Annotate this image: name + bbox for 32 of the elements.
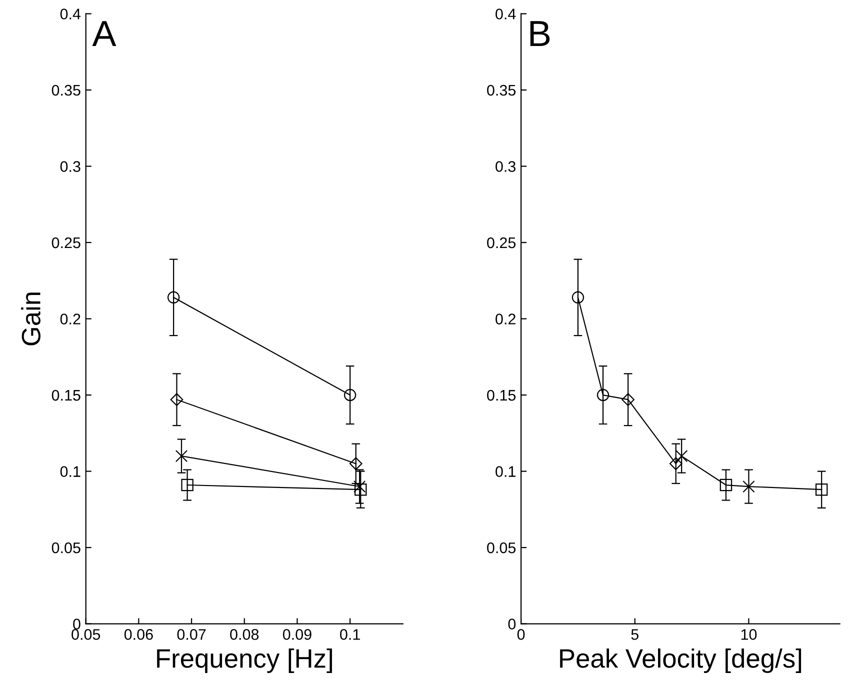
- y-axis-title: Gain: [21, 292, 40, 346]
- x-tick-label: 0.07: [177, 629, 206, 640]
- y-tick-label: 0.4: [60, 8, 81, 20]
- x-tick-label: 10: [741, 629, 757, 640]
- y-tick-label: 0.35: [52, 84, 80, 96]
- x-tick-label: 0: [517, 629, 525, 640]
- y-tick-label: 0.3: [60, 161, 80, 172]
- x-tick-label: 0.1: [340, 629, 360, 640]
- y-tick-label: 0.4: [496, 8, 516, 20]
- x-axis-title: Frequency [Hz]: [157, 648, 332, 674]
- x-tick-label: 0.05: [72, 629, 100, 640]
- y-tick-label: 0: [508, 618, 516, 630]
- y-tick-label: 0.25: [487, 237, 516, 248]
- y-tick-label: 0.3: [496, 161, 516, 172]
- x-tick-label: 0.08: [230, 629, 259, 640]
- y-tick-label: 0.15: [487, 390, 516, 401]
- y-tick-label: 0.25: [52, 237, 80, 248]
- y-tick-label: 0.1: [60, 466, 80, 477]
- x-axis-title: Peak Velocity [deg/s]: [560, 648, 802, 674]
- y-tick-label: 0.05: [487, 542, 516, 554]
- y-tick-label: 0.15: [52, 390, 80, 401]
- y-tick-label: 0.05: [52, 542, 80, 554]
- y-tick-label: 0.2: [496, 314, 516, 324]
- chart-title: A: [92, 21, 116, 46]
- y-tick-label: 0.35: [487, 84, 516, 96]
- chart-title: B: [530, 21, 550, 46]
- y-tick-label: 0: [73, 618, 80, 630]
- x-tick-label: 0.06: [124, 629, 153, 640]
- x-tick-label: 0.09: [282, 629, 312, 640]
- x-tick-label: 5: [631, 629, 638, 640]
- y-tick-label: 0.1: [496, 466, 516, 477]
- y-tick-label: 0.2: [60, 314, 80, 324]
